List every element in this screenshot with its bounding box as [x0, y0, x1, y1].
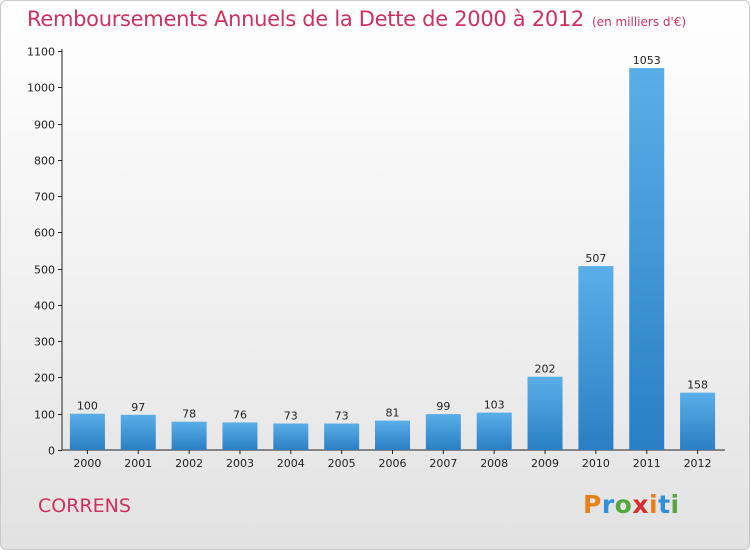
chart-axes: 0 100 200 300 400 500 600 700 800 900 1000 1100	[27, 46, 725, 458]
bar	[680, 392, 716, 450]
x-tick-label: 2000	[73, 457, 101, 470]
logo-letter: t	[658, 490, 671, 519]
bar	[324, 423, 360, 450]
y-tick-label: 500	[34, 264, 55, 277]
logo-letter: x	[632, 490, 649, 519]
chart-labels: 100 2000 97 2001 78 2002 76 2003 73 2004 73 2005 81 2…	[73, 54, 711, 470]
y-tick-label: 800	[34, 155, 55, 168]
bar	[171, 421, 207, 450]
x-tick-label: 2009	[531, 457, 559, 470]
bar-value-label: 100	[77, 400, 98, 413]
x-tick-label: 2003	[226, 457, 254, 470]
bar	[69, 413, 105, 450]
y-tick-label: 100	[34, 409, 55, 422]
y-tick-label: 1100	[27, 46, 55, 59]
x-tick-label: 2002	[175, 457, 203, 470]
x-tick-label: 2007	[429, 457, 457, 470]
bar-value-label: 73	[335, 410, 349, 423]
bar	[527, 376, 563, 450]
bar	[120, 414, 156, 450]
y-tick-label: 0	[48, 445, 55, 458]
bar	[273, 423, 309, 450]
bar-value-label: 202	[535, 363, 556, 376]
y-tick-label: 700	[34, 191, 55, 204]
logo-letter: P	[583, 490, 602, 519]
bar-value-label: 103	[484, 399, 505, 412]
bar	[375, 420, 410, 450]
bar-value-label: 78	[182, 408, 196, 421]
bar-value-label: 99	[436, 400, 450, 413]
y-tick-label: 900	[34, 119, 55, 132]
commune-name: CORRENS	[38, 495, 131, 517]
bar-value-label: 73	[284, 410, 298, 423]
bar-value-label: 507	[585, 252, 606, 265]
logo-letter: i	[670, 490, 680, 519]
bar-value-label: 158	[687, 379, 708, 392]
chart-title-text: Remboursements Annuels de la Dette de 20…	[27, 7, 584, 31]
chart-title: Remboursements Annuels de la Dette de 20…	[27, 7, 686, 31]
y-tick-label: 200	[34, 372, 55, 385]
logo-letter: r	[601, 490, 615, 519]
bar	[425, 414, 461, 450]
bar-value-label: 1053	[633, 54, 661, 67]
x-tick-label: 2001	[124, 457, 152, 470]
x-tick-label: 2011	[633, 457, 661, 470]
y-tick-label: 1000	[27, 82, 55, 95]
y-tick-label: 600	[34, 227, 55, 240]
y-tick-label: 400	[34, 300, 55, 313]
x-tick-label: 2008	[480, 457, 508, 470]
x-tick-label: 2010	[582, 457, 610, 470]
logo-letter: o	[614, 490, 633, 519]
bar	[222, 422, 258, 450]
logo-letter: i	[649, 490, 659, 519]
bar	[476, 412, 512, 450]
chart-unit: (en milliers d'€)	[592, 15, 687, 29]
bar-value-label: 81	[386, 407, 400, 420]
bar-value-label: 97	[131, 401, 145, 414]
bar-value-label: 76	[233, 408, 247, 421]
x-tick-label: 2012	[684, 457, 712, 470]
x-tick-label: 2004	[277, 457, 305, 470]
x-tick-label: 2006	[379, 457, 407, 470]
bar	[629, 68, 665, 450]
proxiti-logo: Proxiti	[583, 490, 680, 519]
bar	[578, 266, 614, 450]
chart-bars	[69, 68, 716, 450]
y-tick-label: 300	[34, 336, 55, 349]
x-tick-label: 2005	[328, 457, 356, 470]
